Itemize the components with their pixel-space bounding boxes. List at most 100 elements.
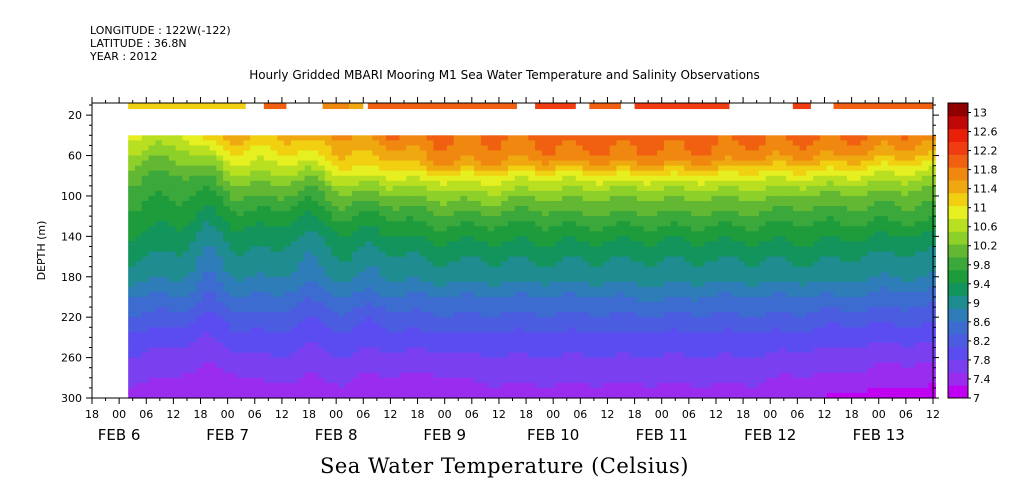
temperature-cell [324,190,333,197]
temperature-cell [195,155,204,162]
temperature-cell [752,145,760,152]
temperature-cell [453,367,462,374]
temperature-cell [663,367,672,374]
temperature-cell [616,185,624,192]
temperature-cell [216,266,224,273]
temperature-cell [406,286,414,293]
temperature-cell [691,135,699,141]
temperature-cell [555,347,563,354]
temperature-cell [284,195,292,202]
temperature-cell [379,276,387,283]
temperature-cell [453,327,462,333]
temperature-cell [216,170,224,177]
temperature-cell [657,175,665,182]
temperature-cell [446,347,455,354]
temperature-cell [338,347,346,354]
temperature-cell [460,190,468,197]
temperature-cell [372,387,380,394]
temperature-cell [521,266,529,273]
temperature-cell [541,392,550,399]
temperature-cell [168,150,177,157]
temperature-cell [338,206,346,212]
temperature-cell [616,377,624,384]
temperature-cell [474,281,482,288]
temperature-cell [582,286,590,293]
temperature-cell [345,231,353,237]
temperature-cell [718,241,726,248]
temperature-cell [358,190,367,197]
temperature-cell [338,251,346,258]
temperature-cell [745,281,753,288]
temperature-cell [399,367,407,374]
temperature-cell [223,357,231,364]
temperature-cell [365,286,373,293]
temperature-cell [745,195,753,202]
temperature-cell [345,246,353,253]
temperature-cell [501,175,509,182]
temperature-cell [731,211,740,217]
temperature-cell [426,216,434,222]
temperature-cell [650,221,658,227]
temperature-cell [297,342,306,349]
temperature-cell [725,337,733,344]
temperature-cell [602,246,611,253]
temperature-cell [691,170,699,177]
temperature-cell [684,261,692,268]
temperature-cell [392,307,401,313]
temperature-cell [602,251,611,258]
temperature-cell [602,145,611,152]
temperature-cell [155,211,163,217]
temperature-cell [663,357,672,364]
temperature-cell [168,206,177,212]
temperature-cell [772,185,780,192]
temperature-cell [189,145,197,152]
temperature-cell [229,261,238,268]
temperature-cell [582,236,590,243]
temperature-cell [718,387,726,394]
temperature-cell [589,332,597,338]
temperature-cell [501,201,509,207]
temperature-cell [616,281,624,288]
temperature-cell [304,216,312,222]
temperature-cell [731,327,740,333]
temperature-cell [725,271,733,278]
temperature-cell [311,352,319,359]
temperature-cell [270,302,278,308]
temperature-cell [704,190,713,197]
temperature-cell [562,155,570,162]
temperature-cell [229,317,238,323]
temperature-cell [141,312,150,318]
temperature-cell [650,150,658,157]
temperature-cell [460,382,468,389]
temperature-cell [311,195,319,202]
temperature-cell [134,291,143,298]
temperature-cell [569,286,577,293]
temperature-cell [426,382,434,389]
temperature-cell [630,291,638,298]
temperature-cell [467,140,475,147]
temperature-cell [711,170,719,177]
temperature-cell [277,251,285,258]
temperature-cell [575,291,584,298]
temperature-cell [365,387,373,394]
temperature-cell [148,221,156,227]
temperature-cell [134,322,143,328]
temperature-cell [399,377,407,384]
temperature-cell [772,296,780,303]
temperature-cell [507,312,516,318]
temperature-cell [345,327,353,333]
temperature-cell [772,160,780,167]
temperature-cell [426,271,434,278]
temperature-cell [453,307,462,313]
temperature-cell [141,231,150,237]
temperature-cell [650,185,658,192]
temperature-cell [474,261,482,268]
temperature-cell [277,281,285,288]
temperature-cell [758,261,767,268]
temperature-cell [528,256,536,263]
temperature-cell [630,342,638,349]
temperature-cell [758,190,767,197]
temperature-cell [596,180,604,187]
temperature-cell [446,195,455,202]
temperature-cell [575,377,584,384]
